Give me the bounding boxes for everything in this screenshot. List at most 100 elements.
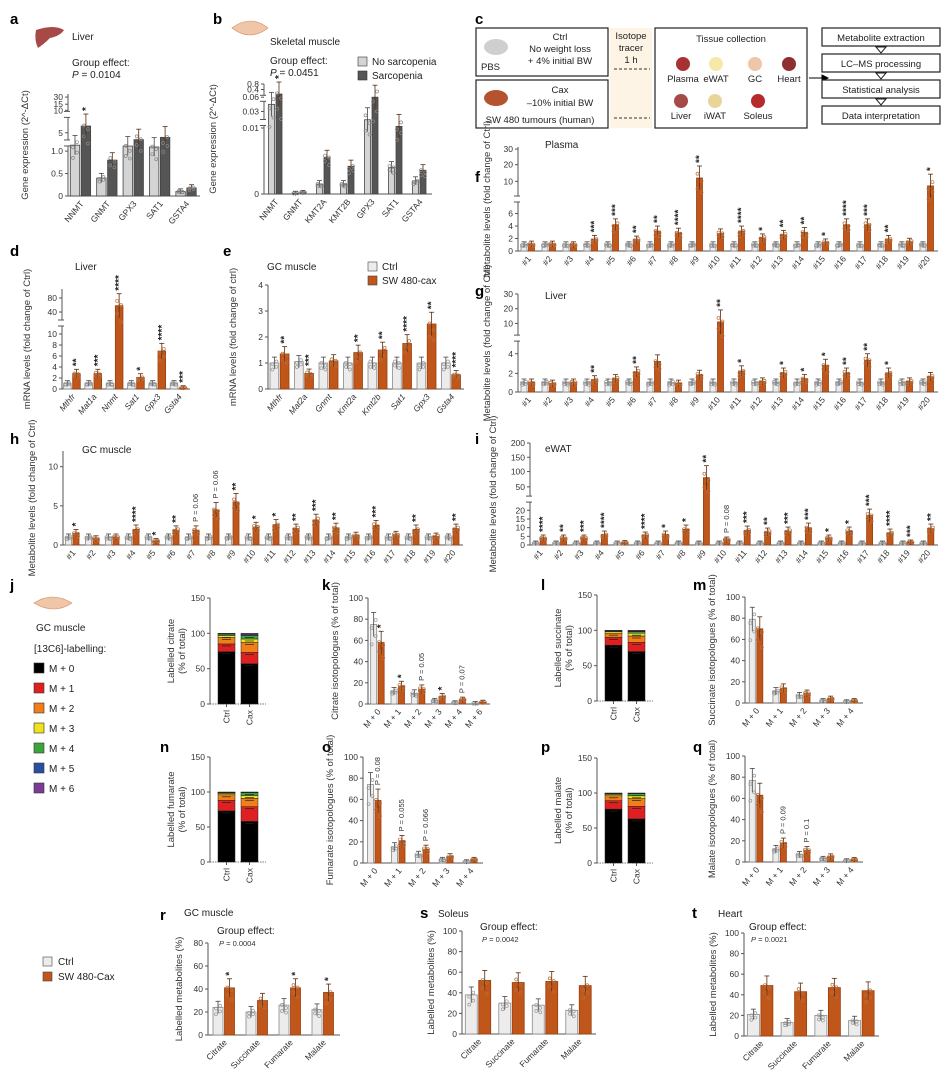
data-point (863, 356, 868, 361)
data-point (411, 182, 416, 186)
panel-label-o: o (322, 739, 331, 756)
data-point (793, 244, 797, 249)
data-point (72, 371, 77, 376)
data-point (587, 381, 591, 385)
data-point (244, 536, 249, 541)
data-point (854, 1019, 859, 1024)
chart-k: 0 20 40 60 80 100 Citrate isotopologues (% of … (330, 582, 490, 730)
x-tick-label: #9 (694, 548, 708, 562)
data-point (295, 985, 300, 990)
data-point (208, 534, 213, 539)
data-point (854, 698, 859, 703)
data-point (76, 531, 80, 536)
y-tick-label: 100 (349, 593, 363, 603)
data-point (842, 369, 847, 374)
chart-title: Liver (72, 32, 94, 43)
x-tick-label: M + 4 (454, 866, 476, 889)
data-point (348, 362, 352, 367)
significance-stars: ** (451, 513, 462, 521)
x-tick-label: Sat1 (388, 392, 407, 412)
data-point (456, 528, 460, 532)
data-point (783, 372, 788, 377)
data-point (372, 526, 376, 531)
x-tick-label: Fumarate (262, 1037, 295, 1070)
pipeline-step: Metabolite extraction (837, 33, 925, 44)
data-point (364, 536, 369, 541)
data-point (860, 244, 864, 249)
data-point (438, 858, 443, 863)
p-value-label: P = 0.06 (211, 470, 220, 498)
data-point (442, 362, 446, 367)
data-point (615, 221, 620, 226)
data-point (749, 1017, 754, 1022)
legend-swatch-Mplus4 (33, 742, 45, 754)
data-point (799, 853, 804, 858)
data-point (803, 847, 807, 852)
data-point (807, 850, 811, 855)
data-point (800, 234, 805, 238)
y-tick-label: 10 (49, 462, 59, 472)
data-point (821, 241, 826, 246)
data-point (562, 244, 566, 248)
y-axis-label: Labelled metabolites (%) (174, 937, 185, 1042)
data-point (803, 692, 807, 697)
data-point (228, 534, 233, 539)
data-point (548, 241, 553, 246)
significance-stars: * (71, 522, 82, 526)
panel-label-p: p (541, 739, 550, 756)
group-effect-label: Group effect: (217, 926, 275, 937)
data-point (308, 536, 313, 541)
data-point (471, 701, 476, 706)
data-point (828, 536, 833, 541)
data-point (417, 686, 422, 691)
y-tick-label: 6 (508, 209, 513, 219)
x-tick-label: Malate (841, 1038, 866, 1063)
data-point (268, 537, 273, 541)
data-point (179, 386, 183, 390)
data-point (384, 535, 389, 539)
data-point (354, 359, 358, 364)
data-point (590, 380, 595, 385)
data-point (415, 180, 420, 185)
y-tick-label: 100 (726, 751, 740, 761)
data-point (699, 541, 703, 546)
data-point (410, 691, 415, 696)
data-point (776, 242, 780, 247)
data-point (753, 1011, 758, 1015)
data-point (309, 374, 313, 379)
data-point (377, 640, 382, 644)
data-point (783, 1023, 787, 1028)
data-point (344, 364, 348, 369)
data-point (839, 380, 843, 384)
chart-g: 0 2 4 10 20 30 Metabolite levels (fold change … (482, 265, 939, 421)
data-point (452, 529, 456, 534)
data-point (767, 985, 771, 990)
data-point (271, 97, 276, 101)
data-point (755, 626, 760, 631)
panel-label-d: d (10, 243, 19, 260)
x-tick-label: Citrate (741, 1038, 766, 1063)
x-tick-label: Cax (632, 706, 642, 722)
p-value-label: P = 0.05 (417, 653, 426, 681)
data-point (372, 362, 377, 367)
data-point (867, 228, 872, 232)
data-point (709, 380, 713, 385)
y-tick-label: 80 (349, 773, 359, 783)
significance-stars: **** (674, 210, 685, 226)
significance-stars: * (779, 361, 790, 365)
data-point (715, 541, 720, 546)
data-point (825, 242, 830, 247)
data-point (653, 359, 658, 364)
data-point (751, 380, 755, 384)
data-point (629, 244, 633, 248)
data-point (878, 541, 883, 546)
significance-stars: * (151, 531, 162, 535)
data-point (458, 698, 463, 702)
data-point (72, 374, 77, 378)
y-tick-label: 80 (194, 938, 204, 948)
data-point (585, 983, 590, 988)
data-point (590, 238, 595, 243)
y-tick-label: 5 (520, 531, 525, 541)
data-point (671, 243, 675, 248)
data-point (284, 360, 289, 365)
